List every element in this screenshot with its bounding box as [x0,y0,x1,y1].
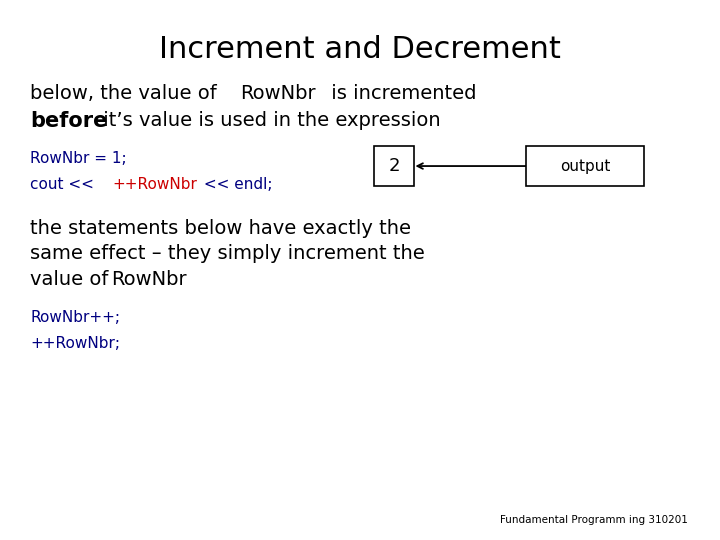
Text: it’s value is used in the expression: it’s value is used in the expression [97,111,441,130]
Text: before: before [30,111,107,131]
Text: the statements below have exactly the: the statements below have exactly the [30,219,411,238]
Text: output: output [560,159,610,173]
Text: cout <<: cout << [30,177,99,192]
Text: ++RowNbr: ++RowNbr [112,177,197,192]
Text: 2: 2 [389,157,400,175]
Text: RowNbr = 1;: RowNbr = 1; [30,151,127,166]
Text: Increment and Decrement: Increment and Decrement [159,35,561,64]
Text: RowNbr: RowNbr [112,270,187,289]
Text: value of: value of [30,270,115,289]
Text: Fundamental Programm ing 310201: Fundamental Programm ing 310201 [500,515,688,525]
Text: RowNbr: RowNbr [240,84,316,103]
Text: is incremented: is incremented [325,84,477,103]
Text: RowNbr++;: RowNbr++; [30,310,120,326]
Text: same effect – they simply increment the: same effect – they simply increment the [30,244,425,263]
Text: ++RowNbr;: ++RowNbr; [30,336,120,351]
Text: below, the value of: below, the value of [30,84,223,103]
Text: << endl;: << endl; [199,177,273,192]
